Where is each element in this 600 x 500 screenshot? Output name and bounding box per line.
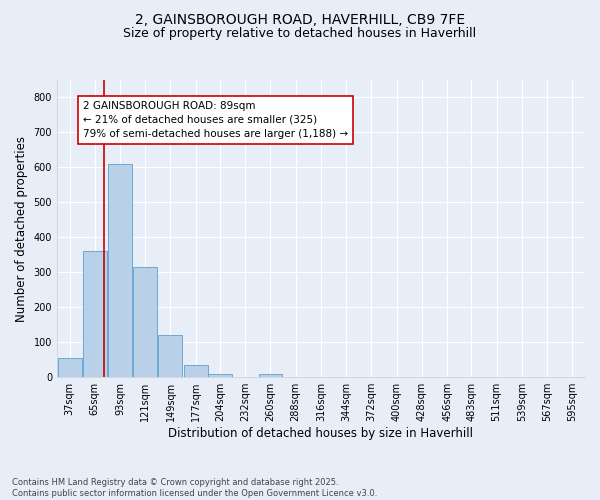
Bar	[83, 252, 107, 377]
Text: Contains HM Land Registry data © Crown copyright and database right 2025.
Contai: Contains HM Land Registry data © Crown c…	[12, 478, 377, 498]
Text: Size of property relative to detached houses in Haverhill: Size of property relative to detached ho…	[124, 28, 476, 40]
Text: 2, GAINSBOROUGH ROAD, HAVERHILL, CB9 7FE: 2, GAINSBOROUGH ROAD, HAVERHILL, CB9 7FE	[135, 12, 465, 26]
X-axis label: Distribution of detached houses by size in Haverhill: Distribution of detached houses by size …	[169, 427, 473, 440]
Bar	[158, 335, 182, 377]
Bar	[133, 267, 157, 377]
Bar	[184, 365, 208, 377]
Bar	[108, 164, 132, 377]
Bar	[208, 374, 232, 377]
Text: 2 GAINSBOROUGH ROAD: 89sqm
← 21% of detached houses are smaller (325)
79% of sem: 2 GAINSBOROUGH ROAD: 89sqm ← 21% of deta…	[83, 101, 348, 139]
Bar	[58, 358, 82, 377]
Y-axis label: Number of detached properties: Number of detached properties	[15, 136, 28, 322]
Bar	[259, 374, 283, 377]
